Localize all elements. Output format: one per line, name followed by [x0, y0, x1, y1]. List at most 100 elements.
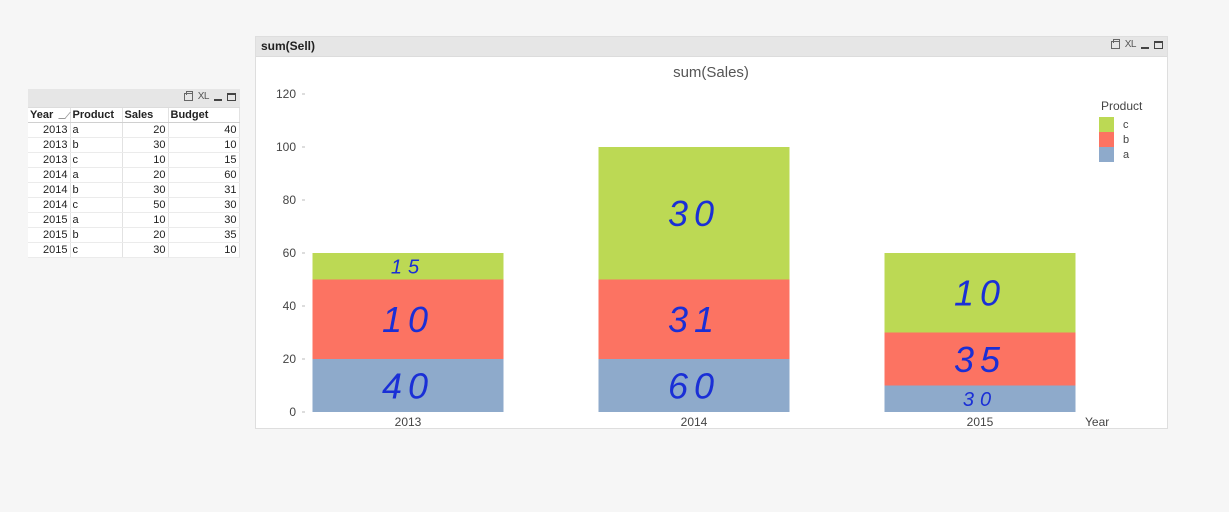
- table-row[interactable]: 2013 b 30 10: [28, 137, 240, 153]
- cell-budget: 15: [168, 152, 240, 168]
- bar-segment-c-2014: [598, 147, 790, 280]
- table-row[interactable]: 2014 a 20 60: [28, 167, 240, 183]
- handwritten-annotation: 60: [668, 365, 720, 406]
- cell-sales: 20: [122, 122, 169, 138]
- handwritten-annotation: 15: [391, 256, 425, 278]
- handwritten-annotation: 31: [668, 299, 720, 340]
- cell-year: 2015: [28, 227, 71, 243]
- legend-swatch-b: [1099, 132, 1114, 147]
- minimize-icon[interactable]: [214, 98, 222, 101]
- cell-year: 2015: [28, 212, 71, 228]
- bar-segment-a-2014: [598, 359, 790, 412]
- table-row[interactable]: 2015 a 10 30: [28, 212, 240, 228]
- cell-product: c: [70, 152, 123, 168]
- cell-product: c: [70, 242, 123, 258]
- cell-year: 2013: [28, 122, 71, 138]
- cell-sales: 50: [122, 197, 169, 213]
- table-row[interactable]: 2014 b 30 31: [28, 182, 240, 198]
- column-header-budget[interactable]: Budget: [168, 108, 240, 123]
- handwritten-annotation: 10: [382, 299, 434, 340]
- cell-year: 2015: [28, 242, 71, 258]
- cell-year: 2013: [28, 152, 71, 168]
- cell-product: b: [70, 227, 123, 243]
- legend-label-b: b: [1123, 134, 1129, 146]
- handwritten-annotation: 10: [954, 273, 1006, 314]
- cell-product: c: [70, 197, 123, 213]
- cell-budget: 30: [168, 212, 240, 228]
- cell-product: a: [70, 212, 123, 228]
- maximize-icon[interactable]: [227, 92, 236, 101]
- cell-product: b: [70, 137, 123, 153]
- y-tick-label: 20: [283, 352, 297, 366]
- cell-sales: 30: [122, 137, 169, 153]
- cell-product: a: [70, 167, 123, 183]
- bar-segment-a-2013: [312, 359, 504, 412]
- column-header-year[interactable]: Year: [28, 108, 71, 123]
- chart-caption-icons: XL: [1110, 38, 1163, 50]
- legend-title: Product: [1101, 99, 1143, 113]
- table-caption-bar: XL: [28, 89, 240, 108]
- legend-label-c: c: [1123, 119, 1129, 131]
- table-row[interactable]: 2015 b 20 35: [28, 227, 240, 243]
- cell-year: 2014: [28, 167, 71, 183]
- cell-product: b: [70, 182, 123, 198]
- cell-sales: 10: [122, 212, 169, 228]
- cell-year: 2013: [28, 137, 71, 153]
- cell-sales: 20: [122, 167, 169, 183]
- maximize-icon[interactable]: [1154, 40, 1163, 49]
- legend-label-a: a: [1123, 149, 1130, 161]
- y-tick-label: 100: [276, 140, 296, 154]
- handwritten-annotation: 30: [668, 193, 720, 234]
- cell-budget: 60: [168, 167, 240, 183]
- handwritten-annotation: 35: [954, 339, 1006, 380]
- column-header-label: Year: [30, 109, 54, 121]
- cell-budget: 31: [168, 182, 240, 198]
- cell-budget: 35: [168, 227, 240, 243]
- cell-sales: 20: [122, 227, 169, 243]
- xl-icon[interactable]: XL: [1124, 39, 1137, 50]
- column-header-sales[interactable]: Sales: [122, 108, 169, 123]
- x-tick-label: 2013: [395, 415, 422, 429]
- x-tick-label: 2015: [967, 415, 994, 429]
- y-tick-label: 60: [283, 246, 297, 260]
- bar-segment-b-2015: [884, 332, 1076, 386]
- data-table: Year Product Sales Budget 2013 a 20 40 2013 b…: [28, 108, 240, 258]
- cell-sales: 10: [122, 152, 169, 168]
- legend-swatch-a: [1099, 147, 1114, 162]
- cell-budget: 30: [168, 197, 240, 213]
- x-tick-label: 2014: [681, 415, 708, 429]
- cell-sales: 30: [122, 182, 169, 198]
- table-row[interactable]: 2015 c 30 10: [28, 242, 240, 258]
- xl-icon[interactable]: XL: [197, 91, 210, 102]
- cell-budget: 10: [168, 242, 240, 258]
- column-header-product[interactable]: Product: [70, 108, 123, 123]
- straight-table-box: XL Year Product Sales Budget 2013 a 20 40 20…: [28, 89, 240, 258]
- table-caption-icons: XL: [183, 90, 236, 102]
- print-icon[interactable]: [183, 90, 193, 101]
- cell-budget: 10: [168, 137, 240, 153]
- cell-year: 2014: [28, 197, 71, 213]
- chart-caption-title: sum(Sell): [261, 39, 316, 53]
- chart-title: sum(Sales): [673, 64, 749, 81]
- chart-box: sum(Sell) XL sum(Sales) 0 20 40 60 80 100 120 40…: [255, 36, 1168, 429]
- chart-caption-bar: sum(Sell) XL: [256, 37, 1167, 57]
- cell-product: a: [70, 122, 123, 138]
- y-tick-label: 80: [283, 193, 297, 207]
- handwritten-annotation: 30: [963, 389, 997, 411]
- table-row[interactable]: 2013 c 10 15: [28, 152, 240, 168]
- bar-segment-b-2014: [598, 279, 790, 359]
- bar-segment-a-2015: [884, 385, 1076, 412]
- cell-year: 2014: [28, 182, 71, 198]
- x-axis-label: Year: [1085, 415, 1109, 429]
- cell-sales: 30: [122, 242, 169, 258]
- cell-budget: 40: [168, 122, 240, 138]
- print-icon[interactable]: [1110, 38, 1120, 49]
- minimize-icon[interactable]: [1141, 46, 1149, 49]
- legend-swatch-c: [1099, 117, 1114, 132]
- table-row[interactable]: 2013 a 20 40: [28, 122, 240, 138]
- bar-segment-b-2013: [312, 279, 504, 359]
- sort-indicator-icon: [57, 112, 71, 119]
- handwritten-annotation: 40: [382, 365, 434, 406]
- table-header-row: Year Product Sales Budget: [28, 108, 240, 123]
- table-row[interactable]: 2014 c 50 30: [28, 197, 240, 213]
